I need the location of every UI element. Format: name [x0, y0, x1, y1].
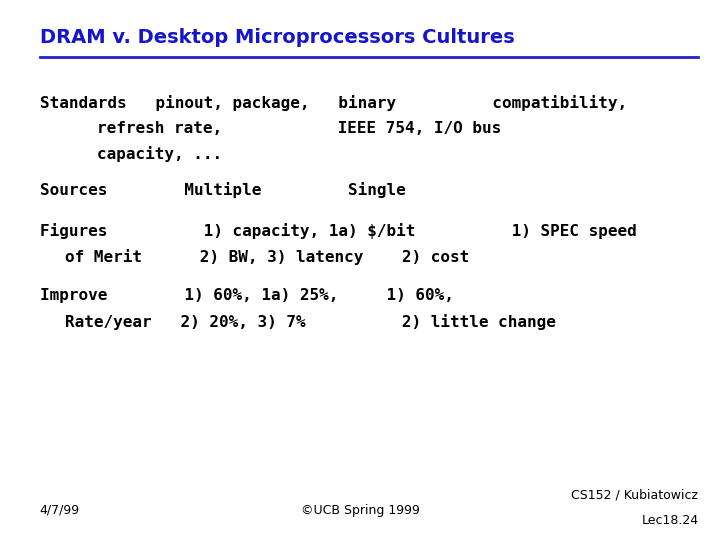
Text: Rate/year   2) 20%, 3) 7%          2) little change: Rate/year 2) 20%, 3) 7% 2) little change [65, 314, 556, 330]
Text: Standards   pinout, package,   binary          compatibility,: Standards pinout, package, binary compat… [40, 94, 626, 111]
Text: ©UCB Spring 1999: ©UCB Spring 1999 [300, 504, 420, 517]
Text: refresh rate,            IEEE 754, I/O bus: refresh rate, IEEE 754, I/O bus [97, 121, 501, 136]
Text: of Merit      2) BW, 3) latency    2) cost: of Merit 2) BW, 3) latency 2) cost [65, 249, 469, 265]
Text: Lec18.24: Lec18.24 [642, 514, 698, 526]
Text: DRAM v. Desktop Microprocessors Cultures: DRAM v. Desktop Microprocessors Cultures [40, 28, 514, 48]
Text: Figures          1) capacity, 1a) $/bit          1) SPEC speed: Figures 1) capacity, 1a) $/bit 1) SPEC s… [40, 223, 636, 239]
Text: 4/7/99: 4/7/99 [40, 504, 80, 517]
Text: Improve        1) 60%, 1a) 25%,     1) 60%,: Improve 1) 60%, 1a) 25%, 1) 60%, [40, 288, 454, 303]
Text: Sources        Multiple         Single: Sources Multiple Single [40, 182, 405, 198]
Text: capacity, ...: capacity, ... [97, 146, 222, 163]
Text: CS152 / Kubiatowicz: CS152 / Kubiatowicz [572, 489, 698, 502]
